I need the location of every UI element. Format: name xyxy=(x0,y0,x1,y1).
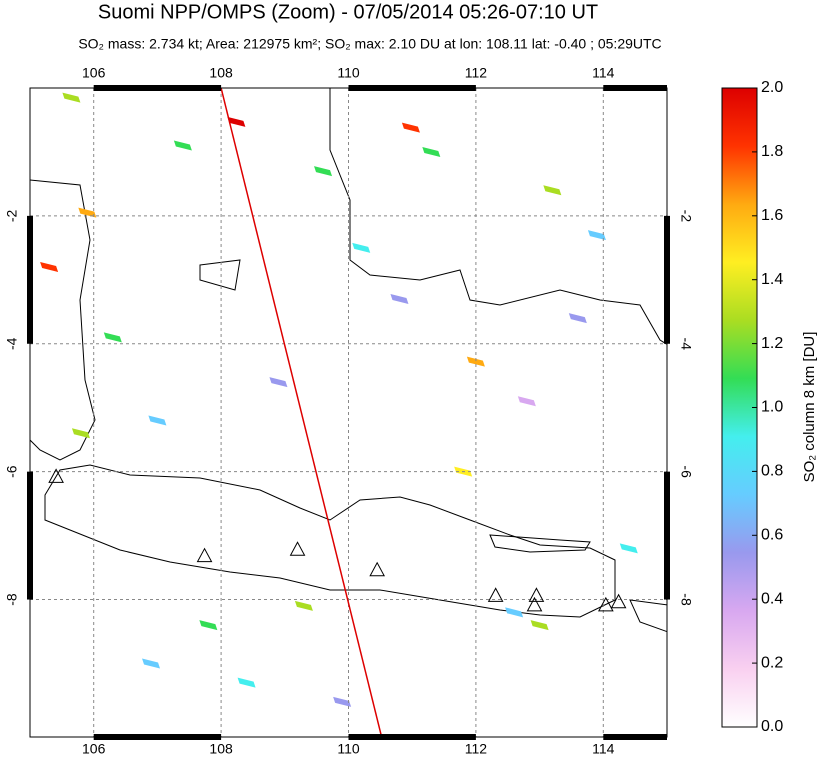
x-tick-label: 106 xyxy=(82,741,106,757)
colorbar-tick-label: 0.2 xyxy=(761,654,783,671)
so2-pixel xyxy=(269,377,288,388)
so2-pixel xyxy=(62,92,81,103)
so2-pixel xyxy=(568,313,587,324)
so2-pixel xyxy=(466,356,485,367)
coastline xyxy=(44,464,616,618)
volcano xyxy=(369,561,386,577)
so2-pixel xyxy=(199,620,218,631)
colorbar-tick-label: 1.8 xyxy=(761,143,783,160)
so2-pixel xyxy=(390,294,409,305)
colorbar-tick-label: 2.0 xyxy=(761,79,783,96)
x-tick-label: 114 xyxy=(592,741,615,757)
so2-pixel xyxy=(352,242,371,253)
volcano xyxy=(598,596,614,612)
coastline xyxy=(199,259,241,291)
y-tick-label: -6 xyxy=(4,465,20,478)
so2-pixel xyxy=(619,543,638,554)
frame-bar xyxy=(603,85,667,91)
colorbar xyxy=(721,87,758,728)
volcano xyxy=(487,587,504,602)
so2-pixel xyxy=(294,600,313,611)
so2-pixel xyxy=(333,696,352,707)
so2-pixel xyxy=(142,658,161,669)
so2-pixel xyxy=(530,620,549,631)
so2-pixel xyxy=(148,415,167,426)
y-tick-label: -2 xyxy=(4,209,20,222)
so2-pixel xyxy=(71,428,90,439)
colorbar-tick-label: 1.0 xyxy=(761,399,783,416)
frame-bar xyxy=(27,471,33,600)
so2-pixel xyxy=(40,262,59,273)
so2-pixel xyxy=(78,207,97,218)
so2-pixel xyxy=(505,607,524,618)
so2-pixel xyxy=(422,146,441,157)
frame-bar xyxy=(93,85,222,91)
colorbar-tick-label: 0.0 xyxy=(761,718,783,735)
x-tick-label: 112 xyxy=(465,741,488,757)
colorbar-tick-label: 1.2 xyxy=(761,335,783,352)
volcano xyxy=(196,547,213,563)
coastline xyxy=(30,179,96,461)
colorbar-tick-label: 1.4 xyxy=(761,271,783,288)
x-tick-label: 110 xyxy=(337,741,360,757)
volcano xyxy=(289,541,306,556)
y-tick-label: -4 xyxy=(4,337,20,350)
frame-bar xyxy=(664,215,670,344)
x-tick-label: 114 xyxy=(592,65,615,81)
frame-bar xyxy=(348,734,476,740)
so2-pixel xyxy=(103,332,122,343)
colorbar-label: SO₂ column 8 km [DU] xyxy=(801,332,818,483)
frame-bar xyxy=(27,215,33,344)
so2-pixel xyxy=(517,396,536,407)
x-tick-label: 110 xyxy=(337,65,360,81)
so2-pixel xyxy=(227,116,246,127)
coastline xyxy=(629,599,667,633)
y-tick-label: -6 xyxy=(678,465,694,478)
frame-bar xyxy=(348,85,476,91)
colorbar-tick-label: 0.6 xyxy=(761,527,783,544)
y-tick-label: -8 xyxy=(678,593,694,606)
volcano xyxy=(526,596,543,612)
y-tick-label: -4 xyxy=(678,338,694,351)
y-tick-label: -2 xyxy=(678,210,694,223)
map-area xyxy=(30,88,667,737)
coastline xyxy=(489,534,591,553)
volcano xyxy=(48,468,64,483)
so2-pixel xyxy=(587,230,606,241)
colorbar-tick-label: 0.8 xyxy=(761,463,783,480)
colorbar-tick-label: 0.4 xyxy=(761,590,783,607)
x-tick-label: 108 xyxy=(209,65,233,81)
so2-pixel xyxy=(237,677,256,688)
y-tick-label: -8 xyxy=(4,593,20,606)
orbit-edge xyxy=(220,88,383,737)
x-tick-label: 106 xyxy=(82,65,106,81)
so2-pixel xyxy=(314,166,333,177)
so2-pixel xyxy=(543,185,562,196)
x-tick-label: 108 xyxy=(209,741,233,757)
x-tick-label: 112 xyxy=(465,65,488,81)
coastline xyxy=(329,88,667,345)
colorbar-tick-label: 1.6 xyxy=(761,207,783,224)
so2-pixel xyxy=(173,140,192,151)
so2-pixel xyxy=(401,122,420,133)
volcano xyxy=(610,593,627,609)
chart-title: Suomi NPP/OMPS (Zoom) - 07/05/2014 05:26… xyxy=(98,1,598,23)
chart-subtitle: SO₂ mass: 2.734 kt; Area: 212975 km²; SO… xyxy=(78,36,661,52)
frame-bar xyxy=(603,734,667,740)
frame-bar xyxy=(93,734,222,740)
frame-bar xyxy=(664,471,670,600)
